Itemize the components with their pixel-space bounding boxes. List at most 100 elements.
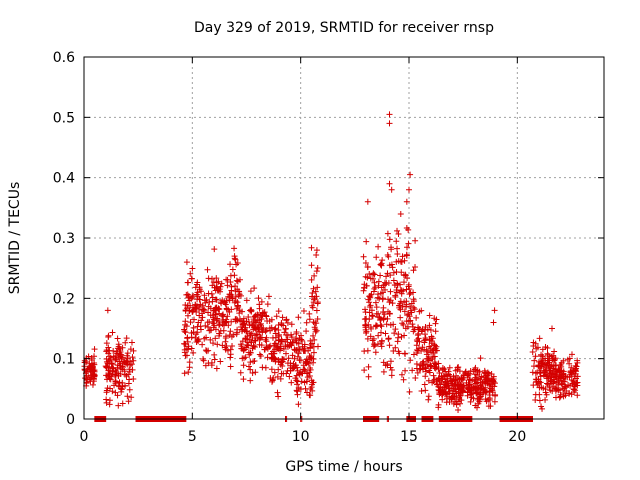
data-point (309, 304, 316, 311)
data-point (234, 302, 241, 309)
data-point (421, 381, 428, 388)
data-point (395, 258, 402, 265)
data-point (236, 276, 243, 283)
data-point (294, 381, 301, 388)
data-point (562, 392, 569, 399)
data-point (368, 307, 375, 314)
data-point (196, 296, 203, 303)
data-point (205, 303, 212, 310)
data-point (91, 367, 98, 374)
data-point (112, 357, 119, 364)
data-point (541, 361, 548, 368)
data-point (477, 355, 484, 362)
data-point (378, 284, 385, 291)
data-point (223, 305, 230, 312)
data-point (482, 369, 489, 376)
data-point (437, 389, 444, 396)
data-point (231, 253, 238, 260)
data-point (382, 330, 389, 337)
data-point (249, 345, 256, 352)
data-point (262, 328, 269, 335)
data-point (253, 319, 260, 326)
data-point (550, 352, 557, 359)
data-point (564, 374, 571, 381)
data-point (303, 378, 310, 385)
data-point (369, 271, 376, 278)
data-point (367, 324, 374, 331)
data-point (559, 381, 566, 388)
data-point (410, 351, 417, 358)
data-point (385, 296, 392, 303)
data-point (126, 386, 133, 393)
data-point (209, 275, 216, 282)
data-point (394, 245, 401, 252)
data-point (227, 354, 234, 361)
data-point (458, 376, 465, 383)
data-point (229, 295, 236, 302)
data-point (258, 325, 265, 332)
data-point (491, 383, 498, 390)
data-point (398, 290, 405, 297)
data-point (196, 312, 203, 319)
data-point (393, 289, 400, 296)
data-point (306, 310, 313, 317)
data-point (401, 279, 407, 286)
data-point (384, 230, 391, 237)
data-point (231, 272, 238, 279)
data-point (295, 314, 302, 321)
data-point (388, 186, 395, 193)
data-point (491, 307, 498, 314)
data-point (289, 352, 296, 359)
data-point (362, 306, 369, 313)
data-point (258, 298, 265, 305)
data-point (222, 333, 229, 340)
y-axis-label: SRMTID / TECUs (7, 182, 23, 295)
data-point (237, 317, 244, 324)
data-point (472, 376, 479, 383)
data-point (115, 372, 122, 379)
data-point (399, 303, 406, 310)
data-point (403, 301, 410, 308)
data-point (296, 334, 303, 341)
data-point (106, 347, 113, 354)
data-point (470, 368, 477, 375)
data-point (401, 257, 408, 264)
data-point (84, 376, 91, 383)
data-point (109, 364, 116, 371)
data-point (222, 338, 229, 345)
data-point (437, 381, 444, 388)
data-point (380, 316, 387, 323)
data-point (311, 272, 318, 279)
data-point (285, 355, 292, 362)
data-point (418, 388, 425, 395)
data-point (407, 171, 414, 178)
data-point (394, 250, 401, 257)
data-point (306, 316, 313, 323)
data-point (103, 396, 110, 403)
data-point (415, 326, 422, 333)
data-point (280, 345, 287, 352)
data-point (533, 345, 540, 352)
data-point (536, 335, 543, 342)
data-point (460, 382, 467, 389)
data-point (377, 261, 384, 268)
data-point (394, 281, 401, 288)
data-point (414, 338, 421, 345)
data-point (308, 377, 315, 384)
data-point (121, 358, 128, 365)
data-point (366, 271, 373, 278)
data-point (360, 287, 367, 294)
data-point (214, 341, 221, 348)
data-point (127, 358, 134, 365)
data-point (313, 307, 320, 314)
data-point (555, 387, 562, 394)
data-point (470, 395, 477, 402)
data-point (544, 350, 551, 357)
data-point (103, 347, 110, 354)
data-point (531, 357, 538, 364)
data-point (434, 380, 441, 387)
data-point (363, 315, 370, 322)
data-point (551, 348, 558, 355)
data-point (491, 398, 498, 405)
